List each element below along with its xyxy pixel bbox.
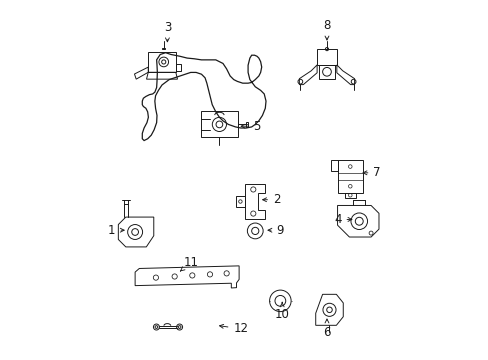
Bar: [319, 65, 334, 79]
Text: 2: 2: [262, 193, 280, 206]
Text: 9: 9: [267, 224, 284, 237]
Text: 6: 6: [323, 319, 330, 339]
Text: 5: 5: [241, 120, 260, 133]
Bar: [201, 111, 238, 138]
Bar: [148, 51, 175, 72]
Text: 10: 10: [274, 302, 289, 321]
Bar: [162, 48, 165, 49]
Text: 12: 12: [219, 322, 248, 335]
Text: 11: 11: [180, 256, 198, 271]
Bar: [337, 160, 362, 193]
Text: 3: 3: [163, 21, 171, 42]
Text: 4: 4: [333, 213, 351, 226]
Text: 1: 1: [108, 224, 124, 237]
Bar: [246, 122, 248, 127]
Text: 7: 7: [362, 166, 380, 179]
Bar: [317, 49, 336, 65]
Text: 8: 8: [323, 19, 330, 40]
